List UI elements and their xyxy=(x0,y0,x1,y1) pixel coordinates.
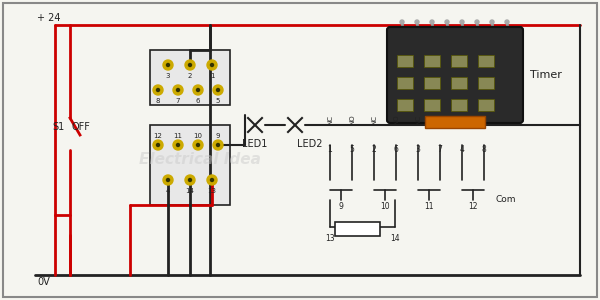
Circle shape xyxy=(185,60,195,70)
Text: NC: NC xyxy=(459,115,465,125)
Circle shape xyxy=(217,143,220,146)
Text: 14: 14 xyxy=(390,234,400,243)
Text: 3: 3 xyxy=(416,145,421,154)
Text: NO: NO xyxy=(437,114,443,125)
Text: 8: 8 xyxy=(482,145,487,154)
Circle shape xyxy=(185,175,195,185)
Text: NC: NC xyxy=(327,115,333,125)
Circle shape xyxy=(176,88,179,92)
Circle shape xyxy=(157,143,160,146)
Text: 3: 3 xyxy=(166,73,170,79)
Text: 7: 7 xyxy=(176,98,180,104)
Text: 11: 11 xyxy=(424,202,434,211)
Circle shape xyxy=(193,85,203,95)
Circle shape xyxy=(197,143,199,146)
Circle shape xyxy=(217,88,220,92)
Circle shape xyxy=(163,60,173,70)
Bar xyxy=(478,77,494,89)
Text: LED1: LED1 xyxy=(242,139,268,149)
Circle shape xyxy=(207,175,217,185)
Text: 4: 4 xyxy=(460,145,464,154)
Text: 13: 13 xyxy=(208,188,217,194)
Text: LED2: LED2 xyxy=(297,139,323,149)
FancyBboxPatch shape xyxy=(387,27,523,123)
Text: 12: 12 xyxy=(468,202,478,211)
Text: 0V: 0V xyxy=(37,277,50,287)
Circle shape xyxy=(153,140,163,150)
Text: + 24: + 24 xyxy=(37,13,61,23)
Bar xyxy=(397,77,413,89)
Text: NO: NO xyxy=(349,114,355,125)
Circle shape xyxy=(430,20,434,24)
Text: 14: 14 xyxy=(185,188,194,194)
Text: Electrical Idea: Electrical Idea xyxy=(139,152,261,167)
Text: NC: NC xyxy=(371,115,377,125)
Circle shape xyxy=(460,20,464,24)
Text: 9: 9 xyxy=(338,202,343,211)
Text: 6: 6 xyxy=(196,98,200,104)
Text: 11: 11 xyxy=(173,133,182,139)
Circle shape xyxy=(415,20,419,24)
Text: Com: Com xyxy=(496,196,517,205)
Circle shape xyxy=(188,64,191,67)
Circle shape xyxy=(213,85,223,95)
Circle shape xyxy=(173,140,183,150)
Circle shape xyxy=(207,60,217,70)
Circle shape xyxy=(213,140,223,150)
Bar xyxy=(451,55,467,67)
Bar xyxy=(424,55,440,67)
Circle shape xyxy=(176,143,179,146)
Text: 10: 10 xyxy=(380,202,390,211)
Circle shape xyxy=(173,85,183,95)
Circle shape xyxy=(167,178,170,182)
Circle shape xyxy=(193,140,203,150)
Text: 5: 5 xyxy=(350,145,355,154)
Text: S1: S1 xyxy=(53,122,65,132)
Bar xyxy=(335,222,380,236)
Text: 1: 1 xyxy=(210,73,214,79)
Text: 13: 13 xyxy=(325,234,335,243)
Bar xyxy=(425,116,485,128)
Text: 2: 2 xyxy=(371,145,376,154)
Circle shape xyxy=(475,20,479,24)
Circle shape xyxy=(505,20,509,24)
Text: NC: NC xyxy=(415,115,421,125)
Bar xyxy=(424,77,440,89)
Text: 12: 12 xyxy=(154,133,163,139)
Text: 6: 6 xyxy=(394,145,398,154)
Text: 5: 5 xyxy=(216,98,220,104)
Bar xyxy=(397,55,413,67)
Bar xyxy=(451,99,467,111)
Text: 8: 8 xyxy=(156,98,160,104)
Text: NO: NO xyxy=(393,114,399,125)
Circle shape xyxy=(153,85,163,95)
Circle shape xyxy=(188,178,191,182)
Circle shape xyxy=(445,20,449,24)
Bar xyxy=(397,99,413,111)
Text: 1: 1 xyxy=(328,145,332,154)
Bar xyxy=(424,99,440,111)
Text: 9: 9 xyxy=(216,133,220,139)
Text: 10: 10 xyxy=(193,133,203,139)
Text: OFF: OFF xyxy=(72,122,91,132)
Bar xyxy=(478,55,494,67)
Circle shape xyxy=(490,20,494,24)
Circle shape xyxy=(400,20,404,24)
Bar xyxy=(150,125,230,205)
Circle shape xyxy=(211,178,214,182)
Bar xyxy=(150,50,230,105)
Text: 2: 2 xyxy=(188,73,192,79)
Text: 4: 4 xyxy=(166,188,170,194)
Bar xyxy=(478,99,494,111)
Bar xyxy=(451,77,467,89)
Circle shape xyxy=(211,64,214,67)
Circle shape xyxy=(197,88,199,92)
Circle shape xyxy=(167,64,170,67)
Circle shape xyxy=(157,88,160,92)
Text: 7: 7 xyxy=(437,145,442,154)
Text: NO: NO xyxy=(481,114,487,125)
Text: Coil: Coil xyxy=(350,224,365,233)
Text: Timer: Timer xyxy=(530,70,562,80)
Circle shape xyxy=(163,175,173,185)
